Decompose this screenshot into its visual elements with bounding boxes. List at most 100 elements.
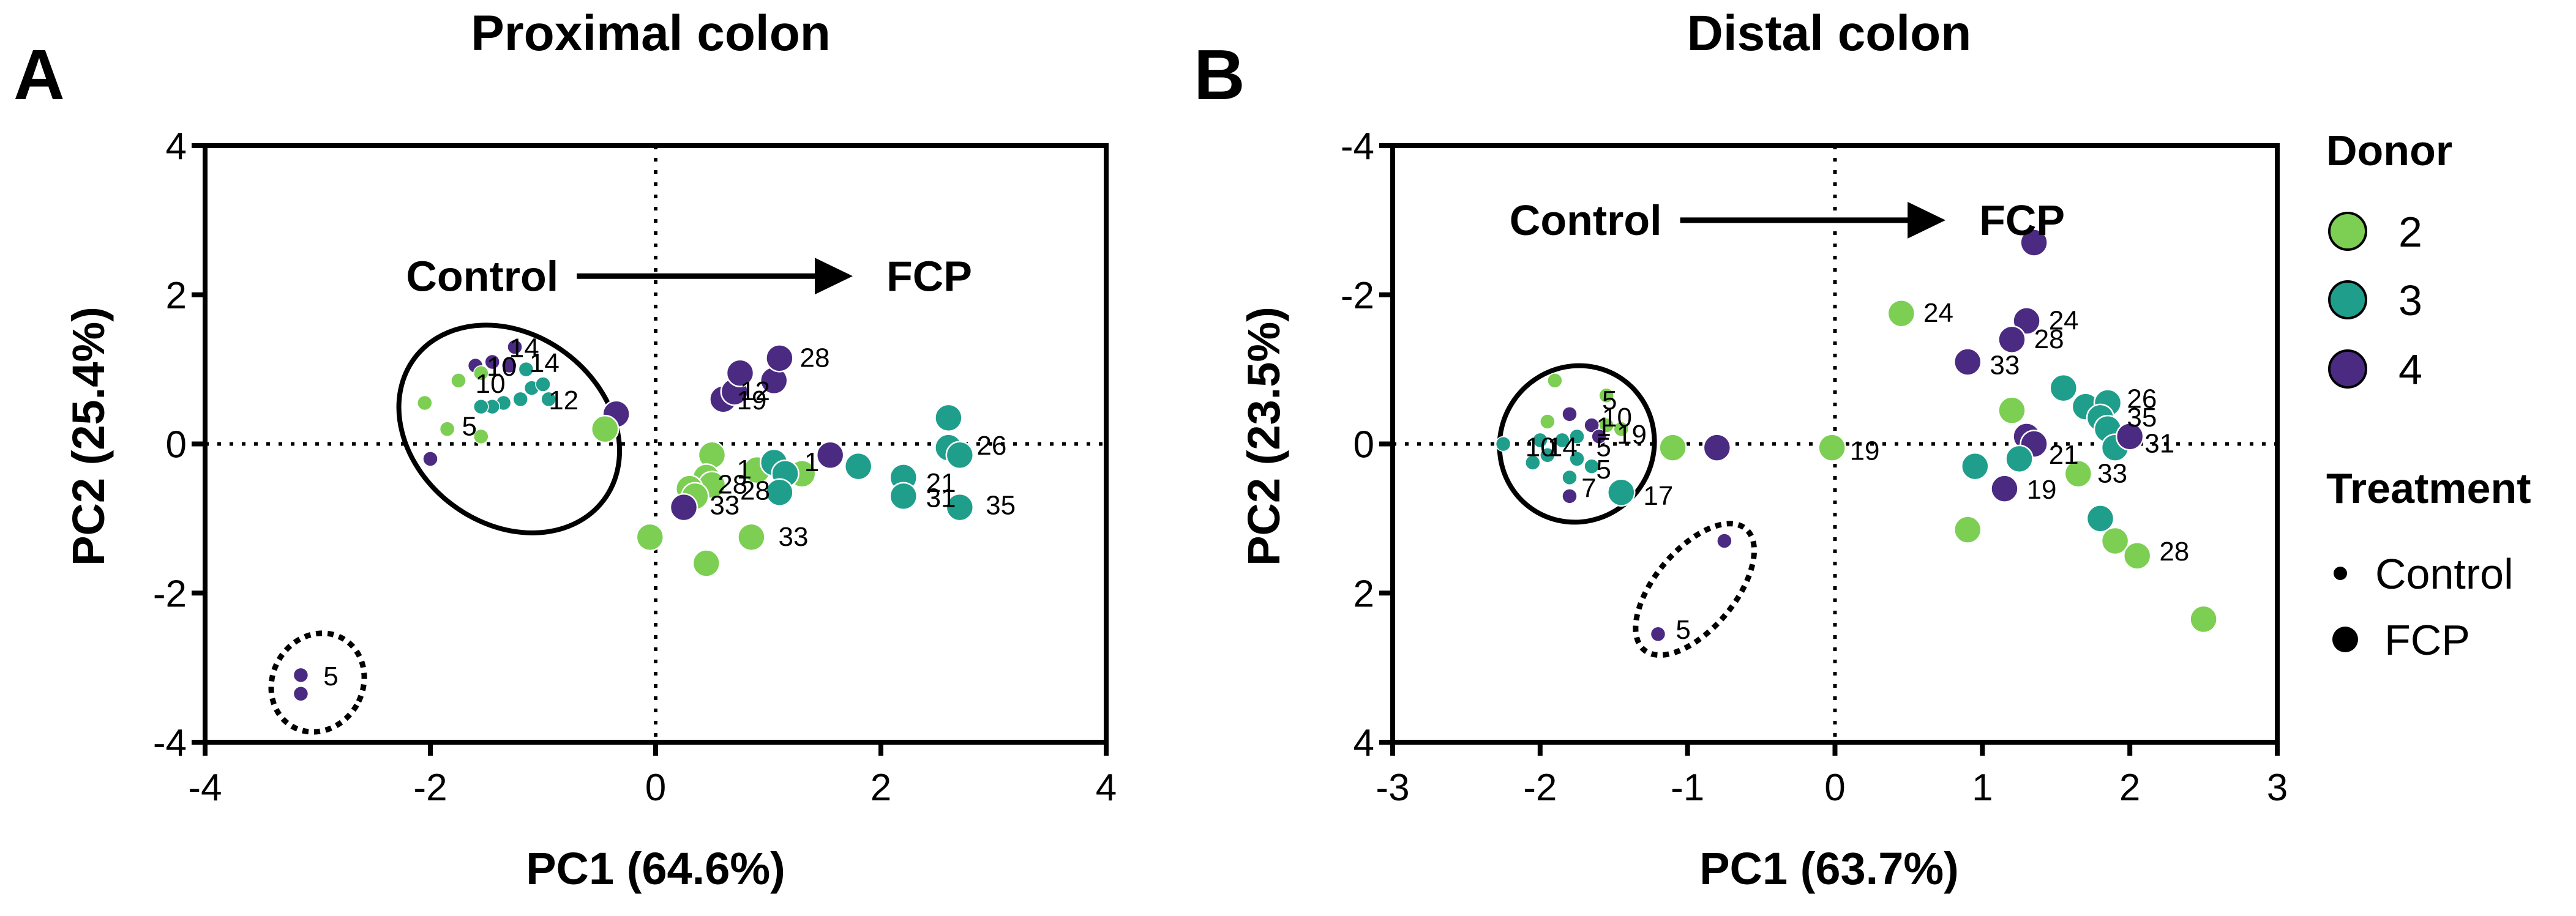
data-point: [945, 493, 975, 522]
legend-treatment-fcp: FCP: [2332, 616, 2470, 664]
data-points-proximal: [293, 339, 975, 702]
data-point: [2064, 460, 2093, 488]
point-label: 24: [1923, 298, 1953, 328]
outlier-ellipse-distal: [1633, 521, 1758, 658]
point-label: 1: [1596, 412, 1611, 442]
point-label: 14: [1548, 433, 1578, 463]
cluster-ellipses-distal: [1497, 363, 1758, 658]
x-tick-label: 4: [1096, 767, 1117, 809]
data-point: [1569, 451, 1585, 467]
data-point: [417, 395, 433, 411]
y-tick-label: 0: [1354, 424, 1374, 466]
data-point: [2100, 526, 2130, 556]
point-label: 19: [1850, 436, 1880, 466]
data-point: [2189, 605, 2218, 634]
point-label: 28: [2159, 537, 2189, 567]
data-point: [635, 523, 665, 552]
point-label: 28: [740, 475, 770, 505]
legend-control-label: Control: [2375, 550, 2514, 598]
axes-proximal: -4 -2 0 2 4 4 2 0 -2 -4: [153, 125, 1117, 809]
legend-donor-4: 4: [2328, 346, 2422, 393]
data-point: [1650, 626, 1666, 642]
point-label: 26: [2127, 384, 2157, 414]
point-label: 5: [1596, 455, 1611, 485]
data-point: [2005, 444, 2034, 474]
y-tick-label: 4: [1354, 722, 1374, 764]
x-tick-label: -3: [1376, 767, 1409, 809]
data-point: [293, 686, 309, 702]
data-point: [1953, 515, 1982, 544]
arrow-label-fcp-distal: FCP: [1979, 196, 2065, 244]
data-point: [1613, 421, 1630, 437]
x-tick-label: 0: [1824, 767, 1845, 809]
data-point: [669, 493, 698, 522]
point-label: 1: [804, 447, 819, 477]
legend-fcp-swatch: [2332, 627, 2358, 652]
data-point: [1598, 387, 1614, 404]
y-tick-label: 0: [166, 424, 187, 466]
point-label: 33: [1990, 351, 2020, 381]
data-point: [945, 441, 975, 470]
point-label: 5: [1596, 433, 1611, 463]
data-point: [1658, 433, 1687, 462]
data-point: [815, 441, 845, 470]
data-point: [1998, 396, 2026, 425]
point-label: 7: [1581, 474, 1596, 504]
outlier-ellipse-proximal: [268, 630, 367, 735]
data-point: [473, 365, 489, 381]
legend-treatment-control: Control: [2334, 550, 2514, 598]
legend: Donor 2 3 4 Treatment Control FCP: [2326, 127, 2531, 664]
legend-donor-3: 3: [2328, 277, 2422, 324]
data-point: [2086, 504, 2115, 533]
data-point: [1540, 414, 1556, 430]
data-point: [1717, 533, 1732, 549]
panel-b-distal-colon: B Distal colon PC2 (23.5%) PC1 (63.7%) 5…: [1194, 6, 2288, 894]
data-point: [1562, 406, 1578, 422]
x-tick-label: -2: [413, 767, 447, 809]
point-label: 33: [2097, 458, 2127, 488]
data-point: [507, 339, 523, 355]
data-point: [1598, 417, 1614, 433]
point-label: 10: [1602, 403, 1632, 433]
data-point: [590, 414, 620, 444]
arrow-label-fcp-proximal: FCP: [886, 252, 972, 300]
legend-fcp-label: FCP: [2384, 616, 2470, 664]
chart-title-proximal: Proximal colon: [471, 6, 831, 61]
legend-treatment-title: Treatment: [2326, 464, 2531, 512]
data-point: [1532, 432, 1548, 449]
x-tick-label: 0: [645, 767, 666, 809]
data-point: [1554, 432, 1570, 449]
point-label: 35: [2127, 403, 2157, 433]
legend-donor-2-swatch: [2328, 212, 2367, 251]
control-to-fcp-arrow-distal: Control FCP: [1510, 196, 2065, 244]
point-label: 12: [549, 385, 578, 415]
legend-control-swatch: [2334, 567, 2347, 580]
point-label: 19: [2027, 475, 2057, 505]
y-tick-label: -2: [1341, 275, 1374, 317]
x-tick-label: -4: [188, 767, 222, 809]
point-label: 19: [1617, 420, 1647, 450]
point-label: 28: [800, 343, 830, 373]
x-tick-label: 1: [1972, 767, 1993, 809]
data-point: [737, 523, 766, 552]
arrow-head-proximal: [815, 258, 853, 295]
data-point: [451, 373, 466, 389]
point-label: 21: [2049, 440, 2079, 470]
data-point: [473, 398, 489, 415]
x-tick-label: -2: [1523, 767, 1557, 809]
point-label: 5: [462, 411, 477, 441]
y-tick-label: -4: [153, 722, 187, 764]
point-label: 19: [736, 385, 766, 415]
point-label: 21: [926, 468, 956, 498]
panel-a-proximal-colon: A Proximal colon PC2 (25.4%) PC1 (64.6%)…: [13, 6, 1117, 894]
data-point: [1702, 433, 1732, 462]
data-point: [2122, 542, 2152, 570]
data-point: [541, 391, 556, 408]
data-point: [1961, 452, 1990, 481]
point-label: 14: [530, 348, 560, 378]
data-point: [501, 357, 517, 374]
data-point: [725, 359, 755, 387]
y-tick-label: 4: [166, 125, 187, 168]
